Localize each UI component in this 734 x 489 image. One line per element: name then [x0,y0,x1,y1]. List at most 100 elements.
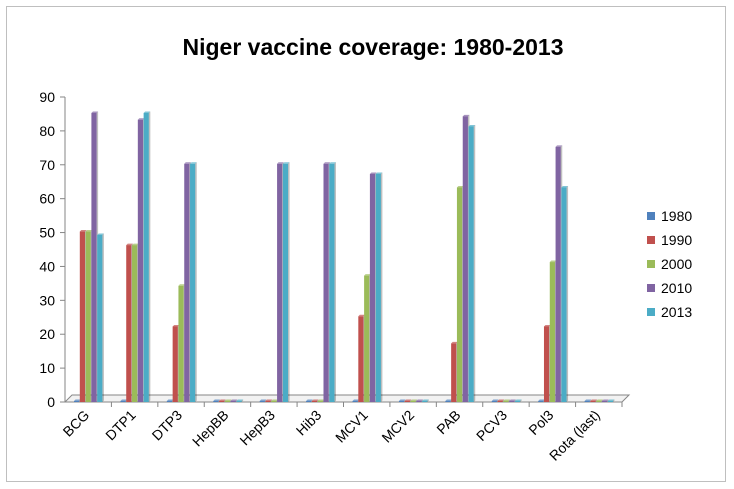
legend-swatch [647,284,655,292]
bar-top [85,230,93,232]
x-tick-label: PAB [433,407,463,437]
bar-top [143,111,151,113]
bar [509,401,515,402]
bar-side [520,399,522,402]
bar-side [195,162,197,402]
bar [236,401,242,402]
bar [265,401,271,402]
bar [143,112,149,402]
legend-swatch [647,260,655,268]
bar-top [491,399,499,401]
legend-swatch [647,212,655,220]
legend-swatch [647,308,655,316]
bar-side [502,399,505,402]
bar [445,401,451,402]
bar [422,401,428,402]
bar-top [451,341,458,344]
bar-top [509,399,516,401]
y-tick-label: 0 [47,394,55,410]
bar [323,163,329,402]
y-tick-label: 10 [39,360,55,376]
bar-top [398,399,406,401]
bar-top [375,172,383,174]
bar [306,401,312,402]
x-tick-label: Pol3 [525,407,556,438]
bar [224,401,231,402]
legend-swatch [647,236,655,244]
bar-side [317,399,319,402]
bar [358,316,364,402]
bar [213,401,219,402]
bar-top [97,233,104,235]
bar-side [589,399,592,402]
bar [451,343,457,402]
bar-side [380,172,383,402]
bar-top [323,162,331,164]
bar-top [184,162,191,164]
y-tick-label: 40 [39,258,55,274]
bar-top [416,399,424,401]
bar [178,285,184,402]
bar [456,187,463,402]
bar-top [219,399,226,401]
bar-side [241,399,244,402]
y-tick-label: 90 [39,89,55,105]
bar-top [230,399,238,401]
bar-top [422,399,429,401]
bar-top [79,230,87,232]
bar-side [601,399,603,402]
bar-side [421,399,424,402]
bar [219,401,225,402]
x-tick-label: Rota (last) [546,407,603,464]
bar-top [404,399,412,401]
bar-top [224,399,232,401]
bar [404,401,410,402]
legend-label: 2010 [661,280,692,296]
bar [375,173,381,402]
bar-side [595,399,598,402]
bar [590,401,596,402]
bar-top [497,399,505,401]
bar-side [566,186,569,402]
legend-label: 1980 [661,208,692,224]
bar-top [265,399,273,401]
bar [172,326,178,402]
bar [549,262,555,402]
bar-top [590,399,598,401]
bar [74,401,80,402]
bar-top [607,399,615,401]
bar [97,234,103,402]
bar [120,401,126,402]
bar-side [404,399,406,402]
bar [277,163,283,402]
bar-top [311,399,319,401]
bar [596,401,602,402]
bar-top [91,111,99,113]
bar-side [496,399,499,402]
bar-side [409,399,412,402]
bar [561,187,567,402]
bar [91,112,97,402]
y-tick-label: 20 [39,326,55,342]
bar-top [213,399,220,401]
x-tick-label: HepBB [189,407,232,450]
bar [555,146,561,402]
x-tick-label: PCV3 [473,407,510,444]
bar [282,163,289,402]
chart-svg: Niger vaccine coverage: 1980-2013 0 10 20 3… [39,34,692,464]
bar-top [468,125,476,127]
bar-top [120,399,128,401]
x-tick-label: HepB3 [236,407,278,449]
bar-top [584,399,592,401]
bar [503,401,509,402]
x-tick-label: Hib3 [293,407,325,439]
bar [166,401,173,402]
bar-top [410,399,418,401]
bar-top [364,274,371,276]
x-tick-label: BCG [60,407,93,440]
chart-frame: Niger vaccine coverage: 1980-2013 0 10 20 3… [6,6,726,482]
bar-side [415,399,418,402]
bar-top [352,399,360,401]
bar [462,116,468,402]
bar-top [271,399,278,401]
